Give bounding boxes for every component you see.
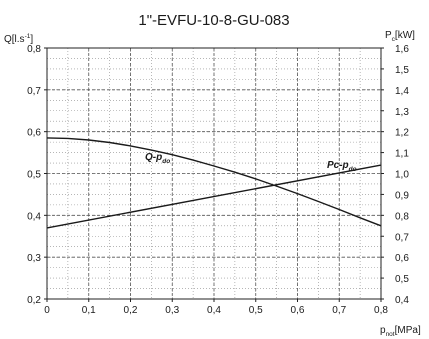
x-tick-label: 0,2: [124, 305, 138, 316]
x-tick-label: 0,7: [332, 305, 346, 316]
x-tick-label: 0,6: [291, 305, 305, 316]
left-tick-label: 0,2: [27, 295, 41, 306]
left-tick-label: 0,8: [27, 44, 41, 55]
tick-labels: 0 0,1 0,2 0,3 0,4 0,5 0,6 0,7 0,8 0,2 0,3 0,4 0,5 0,6…: [27, 44, 409, 316]
right-tick-label: 1,2: [395, 128, 409, 139]
x-tick-label: 0,5: [249, 305, 263, 316]
x-axis-label: pnot[MPa]: [380, 325, 421, 338]
right-tick-label: 1,0: [395, 170, 409, 181]
right-tick-label: 0,7: [395, 232, 409, 243]
right-tick-label: 1,6: [395, 44, 409, 55]
left-tick-label: 0,4: [27, 211, 41, 222]
x-tick-label: 0: [44, 305, 50, 316]
right-tick-label: 0,5: [395, 274, 409, 285]
grid: [46, 47, 382, 300]
q-curve: [46, 137, 382, 227]
pc-curve: [46, 164, 382, 229]
right-tick-label: 1,5: [395, 65, 409, 76]
right-tick-label: 0,4: [395, 295, 409, 306]
x-tick-label: 0,3: [165, 305, 179, 316]
right-tick-label: 0,9: [395, 190, 409, 201]
curve-labels: Q-pdo Pc-pdo: [145, 152, 357, 173]
left-axis-label: Q[l.s-1]: [4, 33, 33, 45]
right-axis-label: Pc[kW]: [385, 30, 415, 43]
right-tick-label: 1,1: [395, 149, 409, 160]
x-tick-label: 0,8: [374, 305, 388, 316]
q-curve-label: Q-pdo: [145, 152, 170, 165]
left-tick-label: 0,7: [27, 86, 41, 97]
left-tick-label: 0,6: [27, 128, 41, 139]
x-tick-label: 0,4: [207, 305, 221, 316]
chart-title: 1"-EVFU-10-8-GU-083: [138, 12, 289, 29]
left-tick-label: 0,3: [27, 253, 41, 264]
left-tick-label: 0,5: [27, 170, 41, 181]
right-tick-label: 0,8: [395, 211, 409, 222]
x-tick-label: 0,1: [82, 305, 96, 316]
pc-curve-label: Pc-pdo: [327, 160, 357, 173]
right-tick-label: 1,3: [395, 107, 409, 118]
curves: [46, 137, 382, 229]
right-tick-label: 1,4: [395, 86, 409, 97]
right-tick-label: 0,6: [395, 253, 409, 264]
